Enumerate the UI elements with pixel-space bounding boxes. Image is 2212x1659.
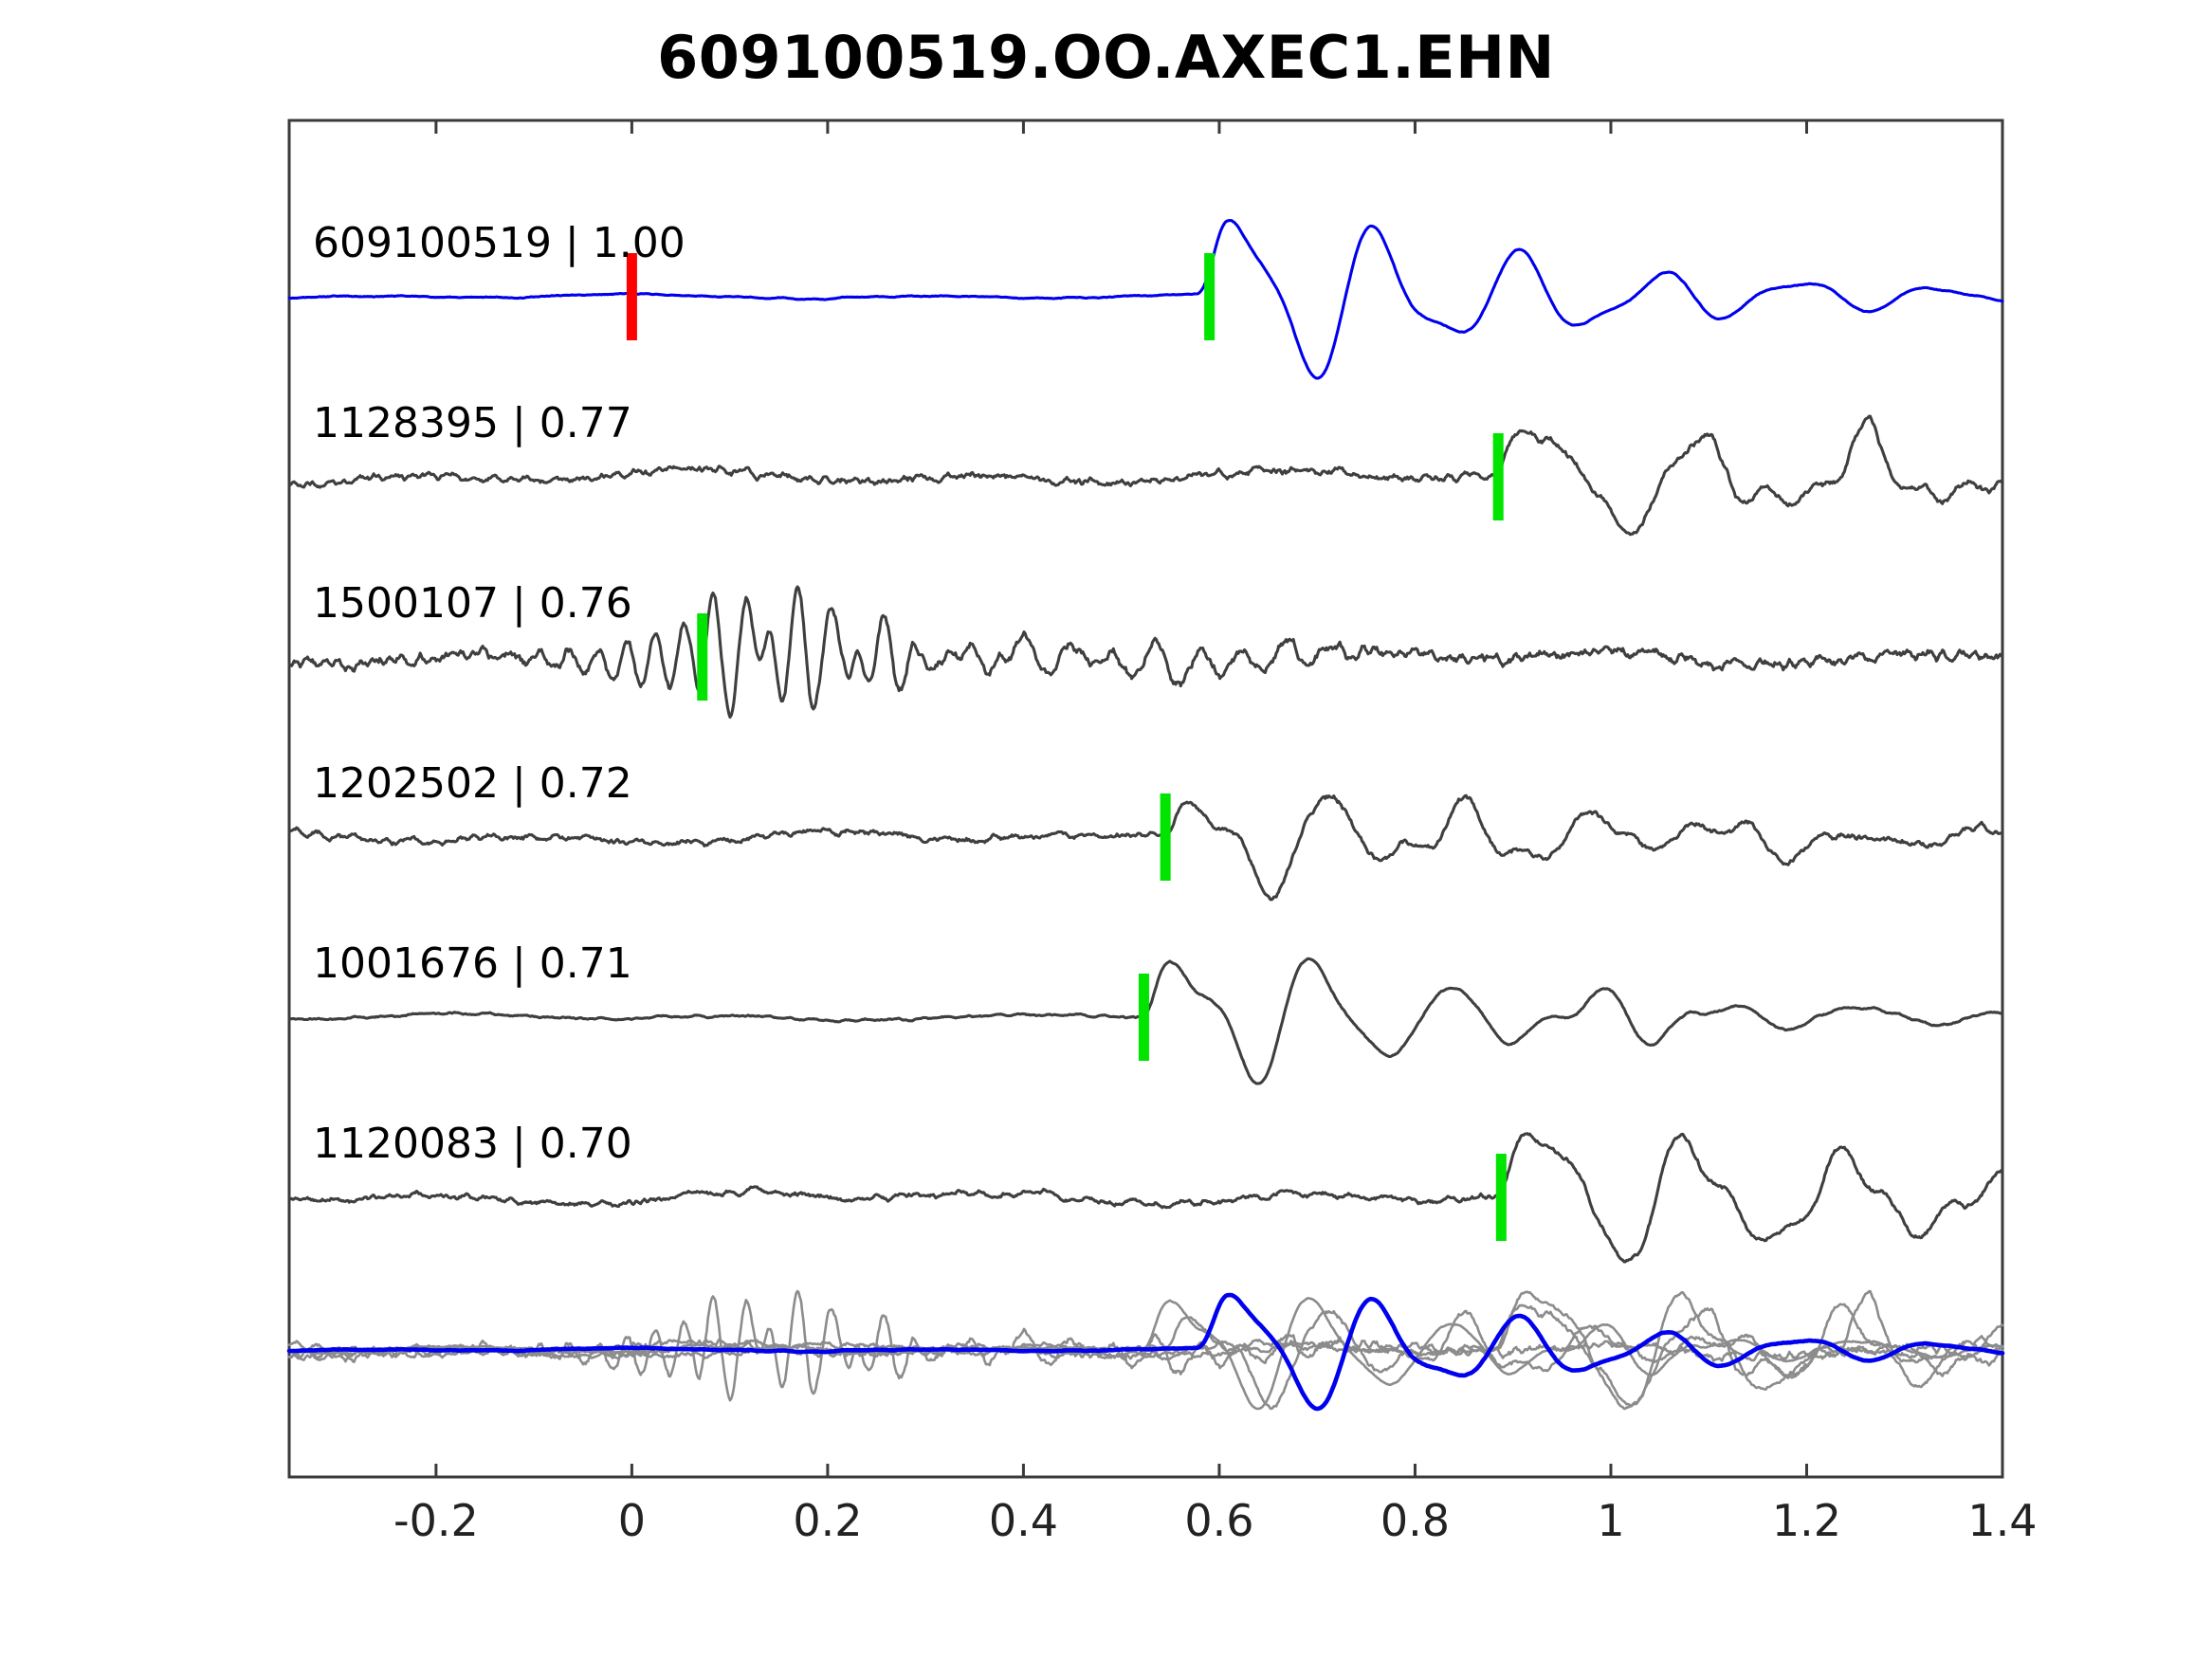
plot-border xyxy=(287,118,2004,1479)
stack-trace xyxy=(287,1290,2004,1411)
trace-label: 1128395 | 0.77 xyxy=(313,399,632,447)
x-tick-label: 0.8 xyxy=(1380,1495,1450,1546)
page-title: 609100519.OO.AXEC1.EHN xyxy=(657,23,1555,92)
trace-label: 1001676 | 0.71 xyxy=(313,939,632,988)
stack-reference-trace xyxy=(286,1292,2005,1412)
waveform-trace xyxy=(287,414,2004,537)
stack-trace xyxy=(287,1289,2004,1408)
trace-label: 609100519 | 1.00 xyxy=(313,219,686,267)
pick-marker-group xyxy=(626,253,1507,1241)
waveform-trace xyxy=(287,585,2004,720)
trace-label: 1120083 | 0.70 xyxy=(313,1120,632,1168)
x-tick-label: 0.4 xyxy=(989,1495,1058,1546)
axis-frame-group xyxy=(287,118,2004,1479)
trace-label: 1202502 | 0.72 xyxy=(313,759,632,808)
pick-marker-secondary xyxy=(1204,253,1216,340)
x-tick-label: -0.2 xyxy=(393,1495,479,1546)
waveform-trace xyxy=(287,1132,2004,1264)
x-tick-label: 0.2 xyxy=(793,1495,862,1546)
x-tick-label: 1.2 xyxy=(1772,1495,1841,1546)
pick-marker xyxy=(1138,974,1149,1061)
pick-marker xyxy=(1492,433,1504,520)
pick-marker xyxy=(1160,793,1171,881)
trace-label: 1500107 | 0.76 xyxy=(313,579,632,628)
trace-group xyxy=(287,218,2004,1264)
trace-label-group: 609100519 | 1.00 1128395 | 0.77 1500107 | … xyxy=(313,219,686,1168)
x-tick-label: 1.4 xyxy=(1967,1495,2037,1546)
pick-marker xyxy=(697,613,708,701)
stack-overlay-group xyxy=(286,1289,2005,1412)
tick-label-group: -0.2 0 0.2 0.4 0.6 0.8 1 1.2 1.4 xyxy=(393,1495,2038,1546)
x-tick-label: 0 xyxy=(618,1495,646,1546)
x-tick-label: 0.6 xyxy=(1184,1495,1253,1546)
pick-marker xyxy=(626,253,637,340)
pick-marker xyxy=(1495,1154,1507,1241)
waveform-trace xyxy=(287,793,2004,902)
x-tick-label: 1 xyxy=(1597,1495,1624,1546)
waveform-trace xyxy=(287,218,2004,380)
stack-trace xyxy=(287,1309,2004,1411)
